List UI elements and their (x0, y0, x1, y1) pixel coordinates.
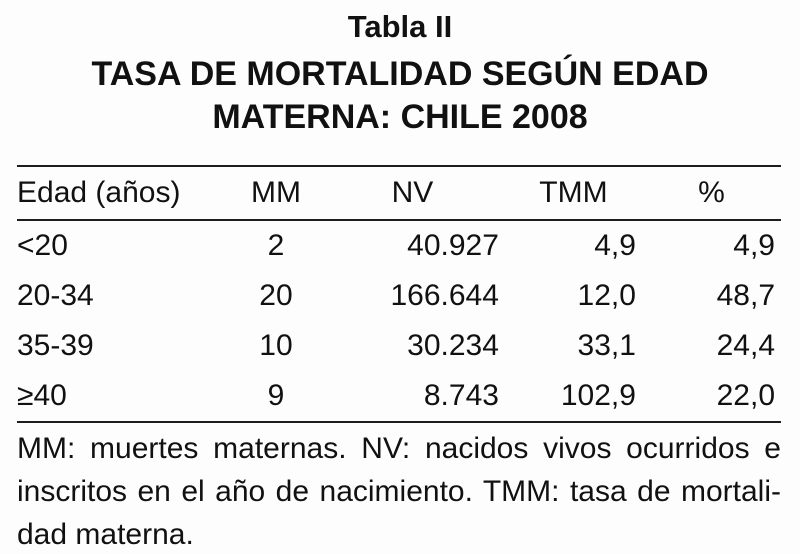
table-title: TASA DE MORTALIDAD SEGÚN EDAD MATERNA: C… (0, 53, 800, 139)
cell-edad: 35-39 (17, 329, 94, 362)
table-row-35-39: 35-39 10 30.234 33,1 24,4 (17, 321, 781, 371)
mortality-rate-table: Edad (años) MM NV TMM % <20 2 40.927 4,9… (17, 165, 781, 423)
cell-edad: 20-34 (17, 279, 94, 312)
col-header-edad: Edad (años) (17, 166, 232, 221)
col-header-mm: MM (231, 166, 320, 221)
cell-mm: 20 (259, 279, 293, 312)
cell-tmm: 12,0 (577, 279, 636, 312)
cell-nv: 8.743 (423, 379, 499, 412)
cell-mm: 2 (267, 229, 285, 262)
table-container: Edad (años) MM NV TMM % <20 2 40.927 4,9… (17, 165, 781, 423)
footnote-line2: inscritos en el año de nacimiento. TMM: … (17, 475, 781, 508)
table-row-20-34: 20-34 20 166.644 12,0 48,7 (17, 271, 781, 321)
cell-edad: ≥40 (17, 379, 67, 412)
col-header-nv: NV (319, 166, 505, 221)
cell-nv: 166.644 (390, 279, 499, 312)
col-header-pct: % (641, 166, 781, 221)
table-number-heading: Tabla II (347, 9, 453, 44)
cell-mm: 10 (259, 329, 293, 362)
cell-mm: 9 (267, 379, 285, 412)
cell-pct: 4,9 (733, 229, 775, 262)
cell-pct: 48,7 (716, 279, 775, 312)
footnote-line1: MM: muertes maternas. NV: nacidos vivos … (17, 432, 781, 465)
table-title-line2: MATERNA: CHILE 2008 (212, 98, 588, 136)
table-row-40plus: ≥40 9 8.743 102,9 22,0 (17, 371, 781, 422)
table-footnote: MM: muertes maternas. NV: nacidos vivos … (17, 427, 781, 554)
table-title-line1: TASA DE MORTALIDAD SEGÚN EDAD (91, 55, 709, 93)
table-body: <20 2 40.927 4,9 4,9 20-34 20 166.644 12… (17, 220, 781, 422)
cell-nv: 30.234 (407, 329, 499, 362)
cell-tmm: 33,1 (577, 329, 636, 362)
cell-nv: 40.927 (407, 229, 499, 262)
cell-tmm: 4,9 (594, 229, 636, 262)
cell-pct: 22,0 (716, 379, 775, 412)
table-header-row: Edad (años) MM NV TMM % (17, 166, 781, 221)
cell-edad: <20 (17, 229, 68, 262)
footnote-line3: dad materna. (17, 518, 194, 551)
table-row-under20: <20 2 40.927 4,9 4,9 (17, 220, 781, 271)
cell-tmm: 102,9 (560, 379, 636, 412)
col-header-tmm: TMM (504, 166, 642, 221)
cell-pct: 24,4 (716, 329, 775, 362)
